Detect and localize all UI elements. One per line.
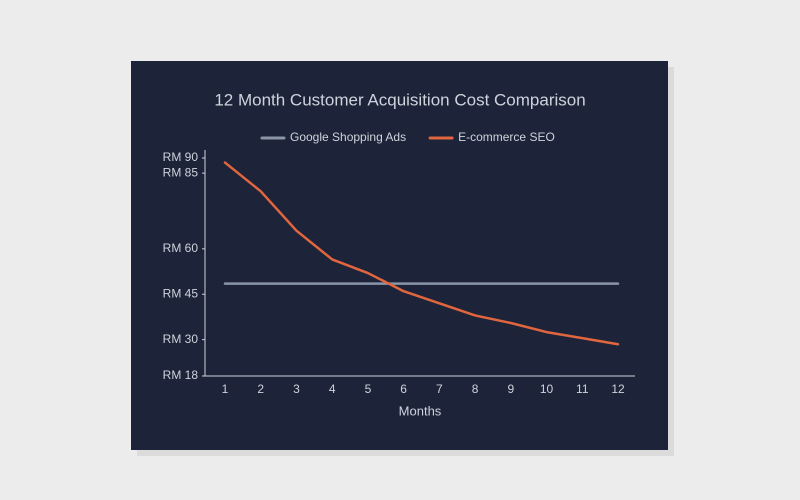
y-tick-label: RM 60 <box>163 241 199 255</box>
y-tick-label: RM 45 <box>163 286 199 300</box>
x-tick-label: 9 <box>507 382 514 396</box>
y-tick-label: RM 90 <box>163 150 199 164</box>
series-line <box>223 161 620 346</box>
x-tick-label: 4 <box>329 382 336 396</box>
chart-title: 12 Month Customer Acquisition Cost Compa… <box>214 90 585 109</box>
card <box>131 61 668 450</box>
x-tick-label: 10 <box>540 382 554 396</box>
legend-label: Google Shopping Ads <box>290 130 406 144</box>
x-tick-label: 8 <box>472 382 479 396</box>
x-axis-label: Months <box>399 403 442 418</box>
x-tick-label: 5 <box>365 382 372 396</box>
x-tick-label: 1 <box>222 382 229 396</box>
y-tick-label: RM 85 <box>163 165 199 179</box>
x-tick-label: 7 <box>436 382 443 396</box>
y-tick-label: RM 18 <box>163 368 199 382</box>
x-tick-label: 11 <box>576 382 589 396</box>
x-tick-label: 6 <box>400 382 407 396</box>
x-tick-label: 2 <box>257 382 264 396</box>
x-tick-label: 3 <box>293 382 300 396</box>
legend-label: E-commerce SEO <box>458 130 555 144</box>
y-tick-label: RM 30 <box>163 332 199 346</box>
x-tick-label: 12 <box>611 382 625 396</box>
